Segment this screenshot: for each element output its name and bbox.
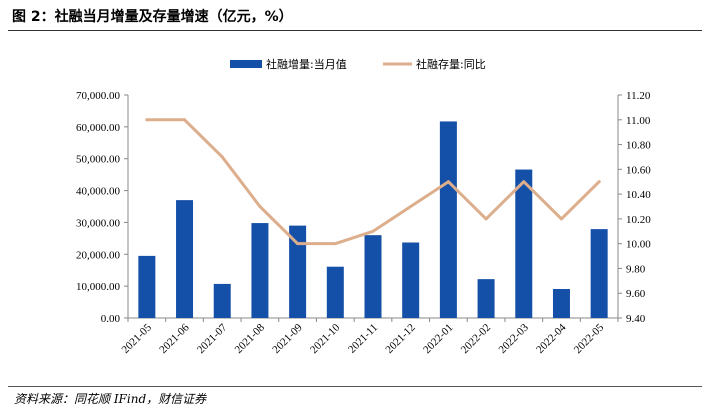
bar — [439, 121, 457, 318]
line-point — [145, 118, 149, 122]
x-tick-label: 2021-06 — [157, 321, 192, 356]
source-note: 资料来源：同花顺 IFind，财信证券 — [14, 392, 207, 406]
legend-swatch-bar — [230, 60, 262, 68]
bar — [176, 200, 194, 318]
y-right-tick-label: 10.00 — [626, 239, 651, 251]
bar — [477, 279, 495, 318]
y-left-tick-label: 70,000.00 — [76, 90, 121, 102]
x-tick-label: 2021-11 — [346, 322, 380, 356]
bar — [138, 255, 156, 318]
bar — [251, 223, 269, 318]
legend-label-bar: 社融增量:当月值 — [266, 57, 347, 71]
y-right-tick-label: 9.40 — [626, 313, 646, 325]
line-point — [258, 205, 262, 208]
line-point — [559, 217, 563, 221]
x-tick-label: 2022-03 — [496, 321, 531, 356]
bar — [515, 169, 533, 318]
y-left-tick-label: 50,000.00 — [76, 154, 121, 166]
y-right-tick-label: 10.40 — [626, 189, 651, 201]
x-tick-label: 2021-12 — [383, 322, 417, 356]
line-point — [371, 229, 375, 233]
line-point — [446, 180, 450, 184]
bar — [590, 229, 608, 318]
y-right-tick-label: 10.60 — [626, 164, 651, 176]
x-tick-label: 2021-05 — [120, 321, 155, 356]
x-tick-label: 2022-05 — [572, 321, 607, 356]
y-left-tick-label: 30,000.00 — [76, 217, 121, 229]
y-right-tick-label: 10.20 — [626, 214, 651, 226]
y-right-tick-label: 9.80 — [626, 263, 646, 275]
line-point — [409, 205, 413, 208]
legend: 社融增量:当月值 社融存量:同比 — [230, 57, 486, 71]
line-point — [333, 242, 337, 246]
line-series — [145, 118, 601, 246]
line-point — [296, 242, 300, 246]
bar — [552, 289, 570, 318]
x-tick-label: 2022-02 — [459, 322, 493, 356]
y-left-tick-label: 60,000.00 — [76, 122, 121, 134]
bar-series — [138, 121, 608, 318]
line-point — [220, 155, 224, 159]
line-point — [183, 118, 187, 122]
bar — [213, 283, 231, 318]
x-tick-label: 2021-08 — [233, 321, 268, 356]
y-right-tick-label: 11.20 — [626, 90, 651, 102]
bar — [402, 242, 420, 318]
x-tick-label: 2022-04 — [534, 321, 569, 356]
legend-label-line: 社融存量:同比 — [416, 57, 486, 71]
x-tick-label: 2022-01 — [421, 322, 455, 356]
bar — [289, 225, 307, 318]
title-rule — [8, 30, 702, 31]
line-point — [522, 180, 526, 184]
line-point — [484, 217, 488, 221]
y-right-tick-label: 10.80 — [626, 140, 651, 152]
source-rule — [8, 386, 702, 387]
y-left-tick-label: 40,000.00 — [76, 186, 121, 198]
y-right-tick-label: 9.60 — [626, 288, 646, 300]
line-point — [597, 180, 601, 184]
y-left-tick-label: 0.00 — [101, 313, 121, 325]
x-tick-label: 2021-10 — [308, 321, 343, 356]
y-left-tick-label: 10,000.00 — [76, 281, 121, 293]
y-left-tick-label: 20,000.00 — [76, 249, 121, 261]
x-tick-label: 2021-07 — [195, 321, 230, 356]
bar — [364, 235, 382, 318]
figure-title: 图 2：社融当月增量及存量增速（亿元，%） — [12, 9, 293, 25]
bar — [326, 266, 344, 318]
x-tick-label: 2021-09 — [270, 321, 305, 356]
y-right-tick-label: 11.00 — [626, 115, 651, 127]
